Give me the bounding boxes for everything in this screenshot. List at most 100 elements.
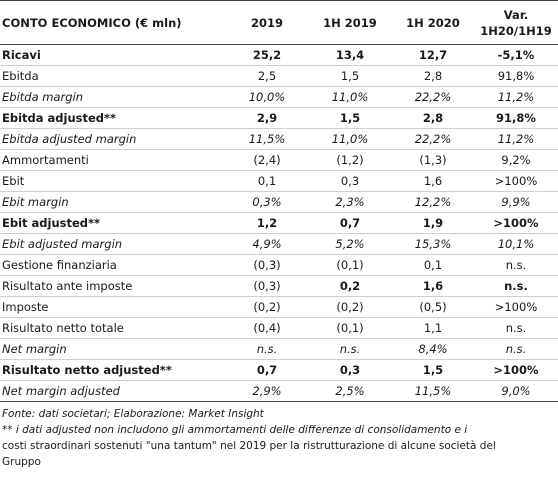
row-value: >100% <box>474 296 558 318</box>
row-value: 10,1% <box>474 233 558 255</box>
table-row: Ammortamenti (2,4) (1,2) (1,3) 9,2% <box>0 149 558 171</box>
table-row: Risultato netto adjusted** 0,7 0,3 1,5 >100% <box>0 359 558 381</box>
row-value: 1,1 <box>392 317 474 339</box>
table-row: Ebitda 2,5 1,5 2,8 91,8% <box>0 65 558 87</box>
income-statement-document: CONTO ECONOMICO (€ mln) 2019 1H 2019 1H … <box>0 0 558 468</box>
row-value: 4,9% <box>226 233 308 255</box>
row-value: 1,9 <box>392 212 474 234</box>
row-value: (1,2) <box>308 149 392 171</box>
row-value: 1,6 <box>392 275 474 297</box>
row-label: Ebit <box>0 170 226 192</box>
row-label: Gestione finanziaria <box>0 254 226 276</box>
table-row: Net margin adjusted 2,9% 2,5% 11,5% 9,0% <box>0 380 558 402</box>
row-value: >100% <box>474 359 558 381</box>
row-label: Ebitda adjusted** <box>0 107 226 129</box>
row-value: (2,4) <box>226 149 308 171</box>
row-label: Ebit margin <box>0 191 226 213</box>
source-note: Fonte: dati societari; Elaborazione: Mar… <box>2 408 264 420</box>
row-value: (0,4) <box>226 317 308 339</box>
row-label: Ebit adjusted margin <box>0 233 226 255</box>
row-value: (0,2) <box>308 296 392 318</box>
row-value: n.s. <box>474 275 558 297</box>
row-value: >100% <box>474 170 558 192</box>
row-value: 25,2 <box>226 44 308 66</box>
row-value: 13,4 <box>308 44 392 66</box>
header-variation: Var. 1H20/1H19 <box>474 0 558 45</box>
row-value: (0,1) <box>308 317 392 339</box>
row-value: 22,2% <box>392 128 474 150</box>
row-value: -5,1% <box>474 44 558 66</box>
row-value: 5,2% <box>308 233 392 255</box>
row-label: Net margin adjusted <box>0 380 226 402</box>
row-value: 11,5% <box>392 380 474 402</box>
table-row: Ebitda adjusted margin 11,5% 11,0% 22,2% 11,… <box>0 128 558 150</box>
row-value: 2,5 <box>226 65 308 87</box>
table-row: Ebitda margin 10,0% 11,0% 22,2% 11,2% <box>0 86 558 108</box>
row-value: 22,2% <box>392 86 474 108</box>
row-value: >100% <box>474 212 558 234</box>
row-value: 12,7 <box>392 44 474 66</box>
table-row: Risultato ante imposte (0,3) 0,2 1,6 n.s. <box>0 275 558 297</box>
row-value: 1,2 <box>226 212 308 234</box>
table-row: Gestione finanziaria (0,3) (0,1) 0,1 n.s. <box>0 254 558 276</box>
row-label: Ebitda adjusted margin <box>0 128 226 150</box>
header-1h-2020: 1H 2020 <box>392 0 474 45</box>
row-value: 0,1 <box>392 254 474 276</box>
row-label: Risultato netto totale <box>0 317 226 339</box>
row-value: (0,5) <box>392 296 474 318</box>
row-value: 1,5 <box>392 359 474 381</box>
notes-section: Fonte: dati societari; Elaborazione: Mar… <box>2 406 556 470</box>
table-row: Imposte (0,2) (0,2) (0,5) >100% <box>0 296 558 318</box>
row-label: Net margin <box>0 338 226 360</box>
table-row: Ebitda adjusted** 2,9 1,5 2,8 91,8% <box>0 107 558 129</box>
row-value: 0,2 <box>308 275 392 297</box>
table-row: Net margin n.s. n.s. 8,4% n.s. <box>0 338 558 360</box>
row-value: 2,9 <box>226 107 308 129</box>
row-value: 9,0% <box>474 380 558 402</box>
row-value: 9,9% <box>474 191 558 213</box>
table-header-row: CONTO ECONOMICO (€ mln) 2019 1H 2019 1H … <box>0 0 558 45</box>
row-value: (0,2) <box>226 296 308 318</box>
row-label: Risultato netto adjusted** <box>0 359 226 381</box>
row-value: 10,0% <box>226 86 308 108</box>
row-value: 0,3 <box>308 170 392 192</box>
row-value: 0,7 <box>226 359 308 381</box>
row-value: 11,0% <box>308 86 392 108</box>
row-value: 2,8 <box>392 107 474 129</box>
row-value: 91,8% <box>474 65 558 87</box>
row-value: 9,2% <box>474 149 558 171</box>
row-label: Ricavi <box>0 44 226 66</box>
table-row: Ebit adjusted** 1,2 0,7 1,9 >100% <box>0 212 558 234</box>
row-value: 1,5 <box>308 65 392 87</box>
row-value: n.s. <box>308 338 392 360</box>
row-value: 2,5% <box>308 380 392 402</box>
row-value: n.s. <box>226 338 308 360</box>
row-value: 8,4% <box>392 338 474 360</box>
row-value: 2,3% <box>308 191 392 213</box>
row-value: (0,3) <box>226 275 308 297</box>
row-value: (0,3) <box>226 254 308 276</box>
header-1h-2019: 1H 2019 <box>308 0 392 45</box>
row-value: 0,7 <box>308 212 392 234</box>
table-row: Risultato netto totale (0,4) (0,1) 1,1 n.s. <box>0 317 558 339</box>
row-value: 2,9% <box>226 380 308 402</box>
row-value: 11,2% <box>474 86 558 108</box>
table-row: Ebit margin 0,3% 2,3% 12,2% 9,9% <box>0 191 558 213</box>
income-statement-table: CONTO ECONOMICO (€ mln) 2019 1H 2019 1H … <box>0 0 558 402</box>
table-row: Ricavi 25,2 13,4 12,7 -5,1% <box>0 44 558 66</box>
header-2019: 2019 <box>226 0 308 45</box>
table-row: Ebit 0,1 0,3 1,6 >100% <box>0 170 558 192</box>
row-value: n.s. <box>474 254 558 276</box>
row-label: Imposte <box>0 296 226 318</box>
row-value: 1,6 <box>392 170 474 192</box>
row-value: 0,3 <box>308 359 392 381</box>
row-value: n.s. <box>474 338 558 360</box>
row-value: 0,1 <box>226 170 308 192</box>
header-var-period: 1H20/1H19 <box>480 23 552 38</box>
row-label: Risultato ante imposte <box>0 275 226 297</box>
row-value: 11,5% <box>226 128 308 150</box>
row-value: 15,3% <box>392 233 474 255</box>
row-value: 11,0% <box>308 128 392 150</box>
footnote-line-3: Gruppo <box>2 456 41 468</box>
row-value: 1,5 <box>308 107 392 129</box>
